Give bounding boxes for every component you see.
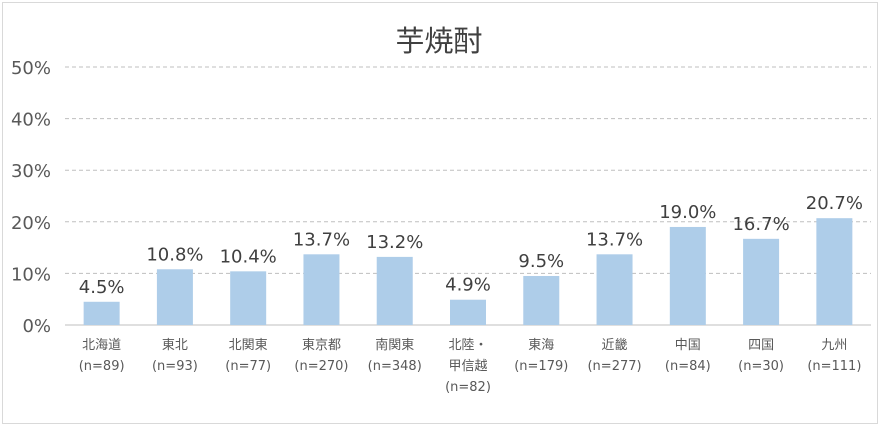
x-category-label: 東海 — [528, 337, 554, 353]
x-category-label: (n=270) — [294, 359, 348, 374]
bar — [816, 218, 853, 325]
data-label: 4.5% — [79, 277, 125, 298]
x-category-label: 東京都 — [302, 337, 341, 353]
y-tick-label: 20% — [11, 213, 51, 234]
data-label: 13.7% — [293, 229, 350, 250]
x-category-label: 九州 — [821, 338, 847, 353]
x-category-label: (n=77) — [225, 359, 271, 374]
y-tick-label: 50% — [11, 58, 51, 79]
x-category-label: (n=30) — [738, 359, 784, 374]
x-category-label: (n=82) — [445, 380, 491, 395]
x-category-label: 北関東 — [229, 337, 268, 353]
y-tick-label: 10% — [11, 264, 51, 285]
x-category-label: (n=84) — [665, 359, 711, 374]
bar — [156, 269, 193, 325]
chart-title: 芋焼酎 — [395, 24, 482, 58]
bars — [83, 218, 853, 325]
y-tick-label: 30% — [11, 161, 51, 182]
y-tick-label: 40% — [11, 110, 51, 131]
x-category-label: 四国 — [748, 338, 774, 353]
x-category-label: 北陸・ — [448, 337, 487, 353]
gridlines — [65, 66, 871, 326]
x-category-label: (n=93) — [152, 359, 198, 374]
y-axis-ticks: 0% 10% 20% 30% 40% 50% — [11, 58, 51, 337]
x-category-label: 南関東 — [375, 337, 414, 353]
x-category-label: 北海道 — [82, 338, 121, 353]
chart-svg: 芋焼酎 0% 10% 20% 30% 40% 50% 4.5% 10.8% 10.4% 13.7… — [11, 24, 871, 395]
data-label: 16.7% — [732, 214, 789, 235]
x-category-label: 甲信越 — [448, 359, 487, 374]
chart-frame: 芋焼酎 0% 10% 20% 30% 40% 50% 4.5% 10.8% 10.4% 13.7… — [2, 2, 878, 424]
data-label: 10.8% — [146, 244, 203, 265]
bar — [376, 256, 413, 325]
bar — [230, 271, 267, 325]
bar — [669, 226, 706, 325]
y-tick-label: 0% — [22, 316, 51, 337]
bar — [743, 238, 780, 325]
data-label: 4.9% — [445, 275, 491, 296]
bar — [596, 254, 633, 325]
bar — [303, 254, 340, 325]
bar — [450, 299, 486, 325]
data-labels: 4.5% 10.8% 10.4% 13.7% 13.2% 4.9% 9.5% 13.7% 19.… — [79, 193, 863, 298]
data-label: 13.2% — [366, 232, 423, 253]
x-category-label: 近畿 — [602, 338, 628, 353]
x-category-label: (n=179) — [514, 359, 568, 374]
x-axis-categories: 北海道 (n=89) 東北 (n=93) 北関東 (n=77) 東京都 (n=270) 南関東 (… — [79, 337, 862, 395]
data-label: 13.7% — [586, 229, 643, 250]
x-category-label: (n=348) — [368, 359, 422, 374]
x-category-label: (n=277) — [587, 359, 641, 374]
data-label: 20.7% — [806, 193, 863, 214]
bar — [83, 301, 120, 325]
data-label: 19.0% — [659, 202, 716, 223]
x-category-label: 東北 — [162, 337, 188, 353]
data-label: 9.5% — [518, 251, 564, 272]
x-category-label: 中国 — [675, 338, 701, 353]
x-category-label: (n=89) — [79, 359, 125, 374]
data-label: 10.4% — [220, 246, 277, 267]
bar — [523, 275, 560, 325]
x-category-label: (n=111) — [807, 359, 861, 374]
